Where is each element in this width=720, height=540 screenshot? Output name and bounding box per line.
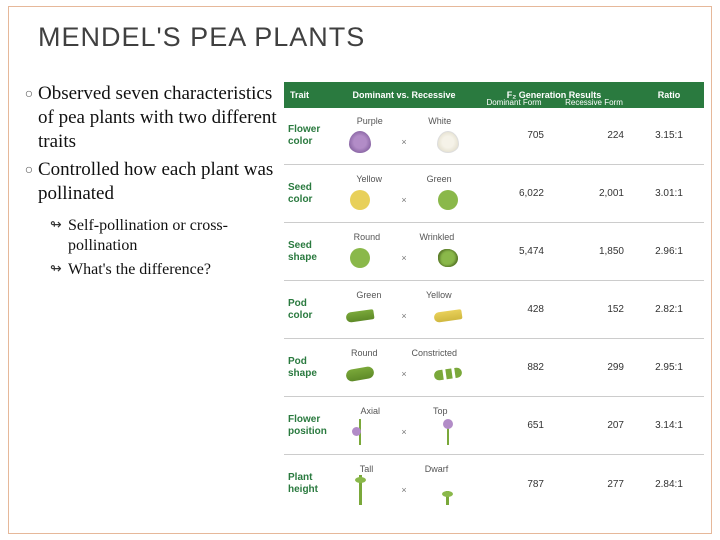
cell-illustration: Axial Top × <box>334 406 474 446</box>
sub-bullet-icon: ↬ <box>50 260 68 280</box>
sub-bullet-list: ↬ Self-pollination or cross-pollination … <box>50 216 280 280</box>
cross-icon: × <box>398 485 409 495</box>
bullet-list: ○ Observed seven characteristics of pea … <box>20 82 280 284</box>
cell-recessive-count: 2,001 <box>554 188 634 199</box>
bullet-text: Observed seven characteristics of pea pl… <box>38 82 280 154</box>
bullet-icon: ○ <box>20 158 38 206</box>
dominant-trait-icon <box>346 186 374 214</box>
recessive-label: Green <box>427 174 452 184</box>
cross-icon: × <box>398 137 409 147</box>
recessive-label: White <box>428 116 451 126</box>
recessive-trait-icon <box>434 302 462 330</box>
cell-ratio: 2.96:1 <box>634 246 704 257</box>
cell-ratio: 2.95:1 <box>634 362 704 373</box>
bullet-text: Controlled how each plant was pollinated <box>38 158 280 206</box>
cell-recessive-count: 277 <box>554 479 634 490</box>
dominant-trait-icon <box>346 360 374 388</box>
cell-dominant-count: 787 <box>474 479 554 490</box>
cell-ratio: 3.14:1 <box>634 420 704 431</box>
recessive-trait-icon <box>434 418 462 446</box>
cell-illustration: Round Constricted × <box>334 348 474 388</box>
recessive-label: Top <box>433 406 448 416</box>
dominant-label: Round <box>351 348 378 358</box>
dominant-label: Green <box>356 290 381 300</box>
dominant-label: Yellow <box>356 174 382 184</box>
recessive-label: Dwarf <box>425 464 449 474</box>
dominant-trait-icon <box>346 244 374 272</box>
col-dominant-recessive: Dominant vs. Recessive <box>334 88 474 102</box>
table-row: Seed color Yellow Green × 6,0222,0013.01:1 <box>284 165 704 223</box>
cell-dominant-count: 6,022 <box>474 188 554 199</box>
cell-recessive-count: 207 <box>554 420 634 431</box>
cell-recessive-count: 224 <box>554 130 634 141</box>
cell-recessive-count: 1,850 <box>554 246 634 257</box>
table-row: Plant height Tall Dwarf × 7872772.84:1 <box>284 455 704 513</box>
cell-dominant-count: 5,474 <box>474 246 554 257</box>
cell-illustration: Tall Dwarf × <box>334 464 474 504</box>
cell-dominant-count: 705 <box>474 130 554 141</box>
recessive-label: Yellow <box>426 290 452 300</box>
cross-icon: × <box>398 369 409 379</box>
cell-ratio: 3.01:1 <box>634 188 704 199</box>
cell-ratio: 3.15:1 <box>634 130 704 141</box>
cell-dominant-count: 428 <box>474 304 554 315</box>
cell-trait: Pod shape <box>284 356 334 380</box>
cell-trait: Pod color <box>284 298 334 322</box>
dominant-label: Tall <box>360 464 374 474</box>
recessive-trait-icon <box>434 244 462 272</box>
list-item: ○ Controlled how each plant was pollinat… <box>20 158 280 206</box>
list-item: ↬ Self-pollination or cross-pollination <box>50 216 280 256</box>
cell-trait: Plant height <box>284 472 334 496</box>
list-item: ○ Observed seven characteristics of pea … <box>20 82 280 154</box>
dominant-trait-icon <box>346 128 374 156</box>
recessive-label: Wrinkled <box>419 232 454 242</box>
table-row: Flower position Axial Top × 6512073.14:1 <box>284 397 704 455</box>
list-item: ↬ What's the difference? <box>50 260 280 280</box>
table-row: Seed shape Round Wrinkled × 5,4741,8502.96:1 <box>284 223 704 281</box>
cell-trait: Seed color <box>284 182 334 206</box>
cross-icon: × <box>398 427 409 437</box>
cell-ratio: 2.82:1 <box>634 304 704 315</box>
dominant-trait-icon <box>346 418 374 446</box>
cell-recessive-count: 152 <box>554 304 634 315</box>
page-title: MENDEL'S PEA PLANTS <box>38 22 365 53</box>
col-trait: Trait <box>284 88 334 102</box>
dominant-trait-icon <box>346 302 374 330</box>
cross-icon: × <box>398 195 409 205</box>
table-body: Flower color Purple White × 7052243.15:1 Seed… <box>284 107 704 513</box>
sub-bullet-text: Self-pollination or cross-pollination <box>68 216 280 256</box>
recessive-trait-icon <box>434 476 462 504</box>
cross-icon: × <box>398 253 409 263</box>
subcol-recessive: Recessive Form <box>554 98 634 107</box>
cell-illustration: Green Yellow × <box>334 290 474 330</box>
cell-trait: Flower color <box>284 124 334 148</box>
cell-illustration: Yellow Green × <box>334 174 474 214</box>
cell-recessive-count: 299 <box>554 362 634 373</box>
subcol-dominant: Dominant Form <box>474 98 554 107</box>
bullet-icon: ○ <box>20 82 38 154</box>
table-row: Pod shape Round Constricted × 8822992.95:1 <box>284 339 704 397</box>
dominant-label: Axial <box>360 406 380 416</box>
sub-bullet-text: What's the difference? <box>68 260 211 280</box>
recessive-trait-icon <box>434 360 462 388</box>
table-row: Flower color Purple White × 7052243.15:1 <box>284 107 704 165</box>
cell-trait: Seed shape <box>284 240 334 264</box>
recessive-label: Constricted <box>411 348 457 358</box>
cell-illustration: Purple White × <box>334 116 474 156</box>
dominant-trait-icon <box>346 476 374 504</box>
cell-dominant-count: 882 <box>474 362 554 373</box>
cell-trait: Flower position <box>284 414 334 438</box>
col-ratio: Ratio <box>634 88 704 102</box>
traits-table: Trait Dominant vs. Recessive F₂ Generati… <box>284 82 704 513</box>
cell-illustration: Round Wrinkled × <box>334 232 474 272</box>
dominant-label: Round <box>354 232 381 242</box>
table-row: Pod color Green Yellow × 4281522.82:1 <box>284 281 704 339</box>
cell-ratio: 2.84:1 <box>634 479 704 490</box>
recessive-trait-icon <box>434 186 462 214</box>
cross-icon: × <box>398 311 409 321</box>
sub-bullet-icon: ↬ <box>50 216 68 256</box>
cell-dominant-count: 651 <box>474 420 554 431</box>
dominant-label: Purple <box>357 116 383 126</box>
recessive-trait-icon <box>434 128 462 156</box>
